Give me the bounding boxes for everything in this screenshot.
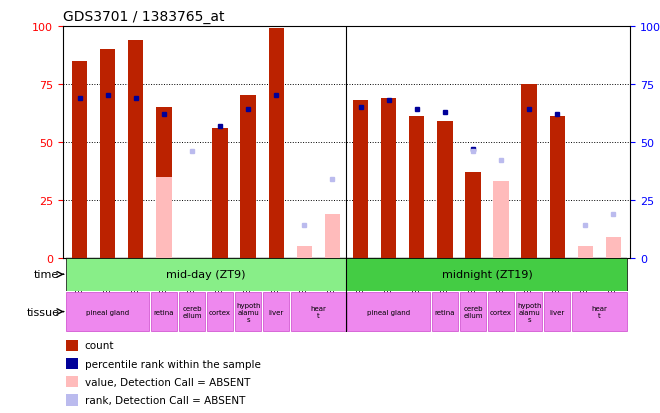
Text: pineal gland: pineal gland — [367, 309, 411, 315]
FancyBboxPatch shape — [290, 258, 318, 261]
Bar — [67, 292, 149, 331]
Text: rank, Detection Call = ABSENT: rank, Detection Call = ABSENT — [84, 395, 245, 405]
Bar — [544, 292, 570, 331]
Text: hear
t: hear t — [310, 305, 326, 318]
Bar — [207, 292, 233, 331]
FancyBboxPatch shape — [206, 258, 234, 261]
Bar — [516, 292, 543, 331]
Bar — [521, 85, 537, 258]
Bar — [488, 292, 514, 331]
Bar — [66, 340, 79, 351]
Bar — [213, 128, 228, 258]
Text: midnight (ZT19): midnight (ZT19) — [442, 270, 533, 280]
Bar — [381, 99, 397, 258]
Bar — [235, 292, 261, 331]
Text: hear
t: hear t — [591, 305, 607, 318]
FancyBboxPatch shape — [375, 258, 403, 261]
FancyBboxPatch shape — [487, 258, 515, 261]
Text: hypoth
alamu
s: hypoth alamu s — [236, 302, 261, 322]
Bar — [72, 62, 87, 258]
Text: cereb
ellum: cereb ellum — [463, 305, 482, 318]
Text: hypoth
alamu
s: hypoth alamu s — [517, 302, 541, 322]
FancyBboxPatch shape — [150, 258, 178, 261]
Bar — [347, 292, 430, 331]
Bar — [240, 96, 256, 258]
FancyBboxPatch shape — [572, 258, 599, 261]
Text: value, Detection Call = ABSENT: value, Detection Call = ABSENT — [84, 377, 250, 387]
Bar — [179, 292, 205, 331]
Text: time: time — [34, 270, 59, 280]
FancyBboxPatch shape — [234, 258, 262, 261]
Text: GDS3701 / 1383765_at: GDS3701 / 1383765_at — [63, 10, 224, 24]
Text: cortex: cortex — [209, 309, 231, 315]
Bar — [606, 237, 621, 258]
Text: retina: retina — [434, 309, 455, 315]
Bar — [150, 292, 177, 331]
Bar — [465, 173, 480, 258]
FancyBboxPatch shape — [459, 258, 487, 261]
FancyBboxPatch shape — [403, 258, 431, 261]
Text: tissue: tissue — [26, 307, 59, 317]
Bar — [346, 258, 628, 291]
Bar — [66, 358, 79, 370]
Bar — [66, 394, 79, 406]
FancyBboxPatch shape — [65, 258, 94, 261]
FancyBboxPatch shape — [599, 258, 628, 261]
Bar — [437, 122, 453, 258]
FancyBboxPatch shape — [543, 258, 572, 261]
Bar — [432, 292, 458, 331]
Bar — [291, 292, 346, 331]
Bar — [353, 101, 368, 258]
FancyBboxPatch shape — [121, 258, 150, 261]
Bar — [572, 292, 626, 331]
FancyBboxPatch shape — [431, 258, 459, 261]
Bar — [550, 117, 565, 258]
Text: cereb
ellum: cereb ellum — [182, 305, 202, 318]
Text: retina: retina — [154, 309, 174, 315]
Bar — [460, 292, 486, 331]
FancyBboxPatch shape — [318, 258, 346, 261]
Text: liver: liver — [550, 309, 565, 315]
Text: liver: liver — [269, 309, 284, 315]
Bar — [263, 292, 290, 331]
Bar — [325, 214, 340, 258]
FancyBboxPatch shape — [515, 258, 543, 261]
FancyBboxPatch shape — [262, 258, 290, 261]
Bar — [66, 376, 79, 387]
Text: mid-day (ZT9): mid-day (ZT9) — [166, 270, 246, 280]
FancyBboxPatch shape — [94, 258, 121, 261]
Bar — [128, 41, 143, 258]
Text: cortex: cortex — [490, 309, 512, 315]
Text: percentile rank within the sample: percentile rank within the sample — [84, 359, 261, 369]
FancyBboxPatch shape — [346, 258, 375, 261]
Bar — [269, 29, 284, 258]
Bar — [100, 50, 116, 258]
FancyBboxPatch shape — [178, 258, 206, 261]
Bar — [65, 258, 346, 291]
Bar — [156, 177, 172, 258]
Bar — [578, 247, 593, 258]
Text: pineal gland: pineal gland — [86, 309, 129, 315]
Bar — [296, 247, 312, 258]
Text: count: count — [84, 341, 114, 351]
Bar — [493, 182, 509, 258]
Bar — [409, 117, 424, 258]
Bar — [156, 108, 172, 258]
